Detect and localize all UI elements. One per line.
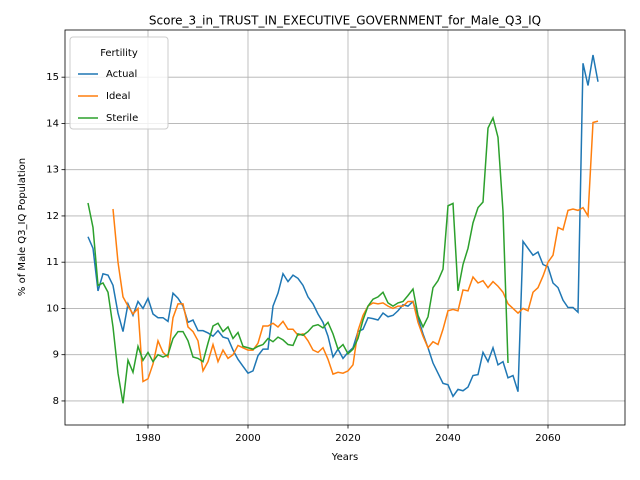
x-tick-label: 2040: [435, 433, 460, 444]
y-tick-label: 10: [46, 303, 59, 314]
x-tick-label: 2000: [235, 433, 260, 444]
series-line: [87, 115, 509, 404]
legend-label: Actual: [106, 69, 137, 80]
y-axis-label: % of Male Q3_IQ Population: [17, 158, 28, 296]
y-tick-label: 12: [46, 211, 59, 222]
legend-label: Ideal: [106, 91, 130, 102]
series-line: [87, 54, 599, 398]
x-axis-label: Years: [331, 452, 358, 463]
plot-frame: [64, 29, 626, 426]
legend-box: [69, 36, 169, 130]
series-line: [112, 120, 599, 383]
y-tick-label: 14: [46, 118, 59, 129]
x-tick-label: 2020: [335, 433, 360, 444]
y-tick-label: 13: [46, 165, 59, 176]
y-tick-label: 11: [46, 257, 59, 268]
y-tick-label: 8: [53, 396, 59, 407]
legend-title: Fertility: [100, 48, 138, 59]
x-tick-label: 2060: [535, 433, 560, 444]
y-tick-label: 15: [46, 72, 59, 83]
legend-label: Sterile: [106, 113, 138, 124]
x-tick-label: 1980: [135, 433, 160, 444]
chart-title: Score_3_in_TRUST_IN_EXECUTIVE_GOVERNMENT…: [149, 14, 541, 28]
y-tick-label: 9: [53, 350, 59, 361]
